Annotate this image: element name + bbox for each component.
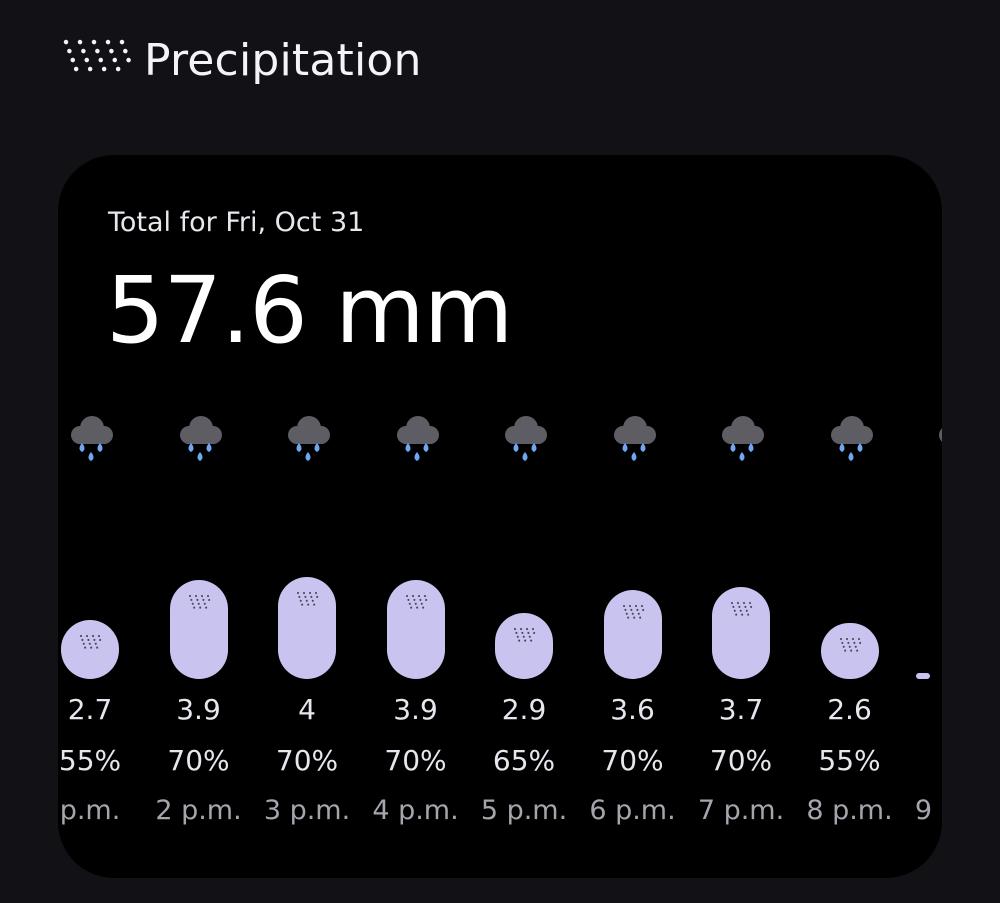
rain-cloud-icon [288,416,330,461]
precipitation-amount: 3.9 [393,693,438,726]
precipitation-probability: 55% [818,744,881,777]
hour-column[interactable]: 3.9 70% 4 p.m. [362,155,470,878]
hour-label: 2 p.m. [155,795,242,826]
precipitation-bar [916,673,930,679]
precipitation-amount: 0 [904,693,942,726]
hour-column[interactable]: 2.9 65% 5 p.m. [470,155,578,878]
hour-label: 6 p.m. [589,795,676,826]
hour-label: p.m. [59,795,121,826]
hour-label: 3 p.m. [263,795,351,826]
precipitation-amount: 3.6 [610,693,655,726]
precipitation-icon [63,39,132,77]
precipitation-bar [61,619,119,679]
precipitation-probability: 70% [601,744,664,777]
rain-cloud-icon [505,416,547,461]
precipitation-probability: 3 [904,744,942,777]
precipitation-probability: 70% [709,744,773,777]
precipitation-probability: 70% [384,744,447,777]
precipitation-probability: 70% [167,744,230,777]
precipitation-amount: 2.9 [501,693,547,726]
hour-column[interactable]: 2.7 55% p.m. [58,155,144,878]
precipitation-probability: 55% [58,744,122,777]
rain-cloud-icon [613,416,656,461]
rain-cloud-icon [71,416,113,461]
hour-label: 5 p.m. [480,795,568,826]
precipitation-amount: 2.7 [67,693,113,726]
precipitation-amount: 4 [298,693,316,726]
precipitation-bar [712,586,770,679]
precipitation-icon [405,595,428,612]
hour-column[interactable]: 4 70% 3 p.m. [253,155,361,878]
precipitation-icon [731,601,753,618]
hour-column[interactable]: 3.9 70% 2 p.m. [145,155,253,878]
precipitation-bar [603,590,662,679]
precipitation-amount: 3.9 [176,693,221,726]
precipitation-icon [622,605,645,622]
total-value: 57.6 mm [106,257,513,364]
hour-label: 9 p.m. [914,795,942,826]
section-title: Precipitation [144,34,422,86]
rain-cloud-icon [939,428,942,442]
hour-column[interactable]: 3.7 70% 7 p.m. [687,155,795,878]
precipitation-icon [297,592,319,608]
precipitation-bar [169,580,228,679]
precipitation-icon [839,638,862,654]
rain-cloud-icon [179,416,222,461]
precipitation-icon [80,634,102,651]
rain-cloud-icon [830,416,873,461]
section-header: Precipitation [60,30,422,90]
precipitation-card[interactable]: Total for Fri, Oct 31 57.6 mm 2.7 55% p.m.… [58,155,942,878]
hour-label: 7 p.m. [697,795,785,826]
precipitation-probability: 70% [275,744,339,777]
hour-column[interactable]: 2.6 55% 8 p.m. [796,155,904,878]
precipitation-amount: 3.7 [718,693,764,726]
precipitation-icon [514,628,536,645]
precipitation-bar [495,613,553,679]
precipitation-bar [278,577,336,679]
precipitation-bar [386,580,445,679]
total-label: Total for Fri, Oct 31 [108,207,365,238]
hour-label: 4 p.m. [372,795,459,826]
precipitation-probability: 65% [492,744,556,777]
precipitation-icon [188,595,211,612]
hour-label: 8 p.m. [806,795,893,826]
hour-column[interactable]: 3.6 70% 6 p.m. [579,155,687,878]
rain-cloud-icon [722,416,764,461]
hour-column[interactable]: 0 3 9 p.m. [904,155,942,878]
precipitation-amount: 2.6 [827,693,872,726]
precipitation-bar [820,623,879,679]
rain-cloud-icon [396,416,439,461]
